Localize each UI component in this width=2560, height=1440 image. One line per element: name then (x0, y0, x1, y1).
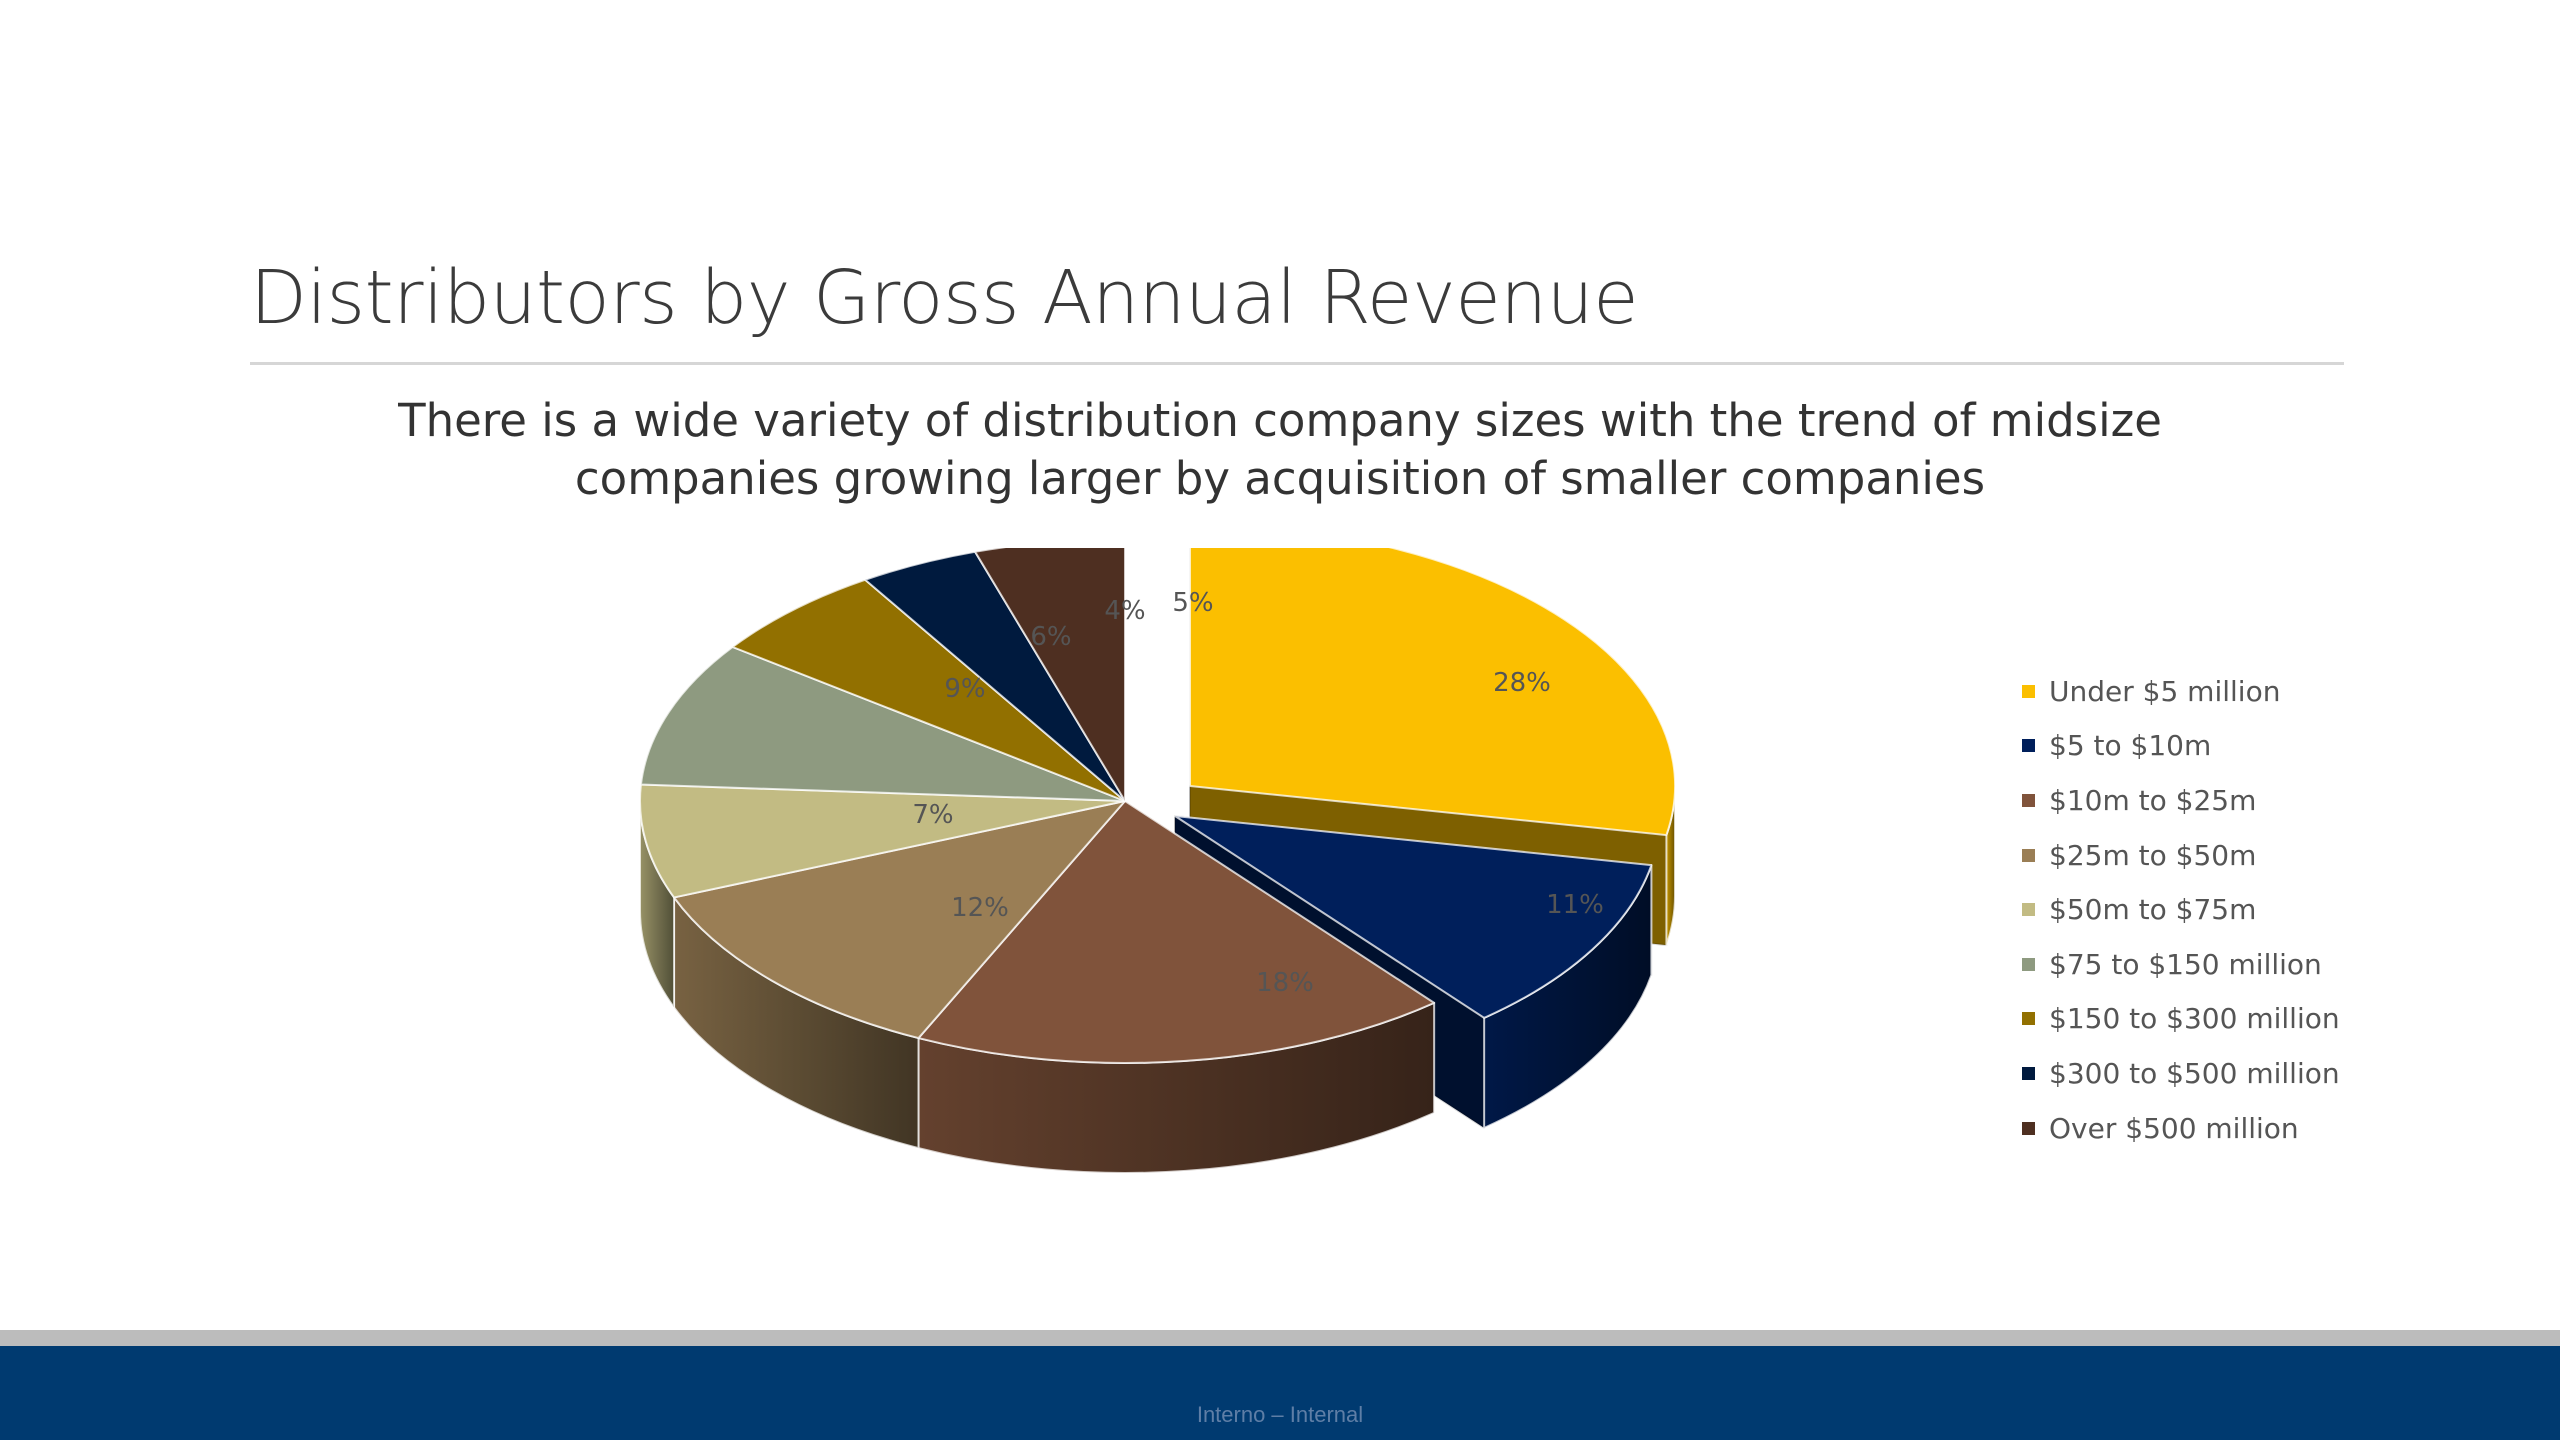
pie-chart-svg: 28% 11% 18% 12% 7% 9% 6% 4% 5% (639, 523, 1676, 1174)
pie-chart: 28% 11% 18% 12% 7% 9% 6% 4% 5% (560, 523, 1760, 1248)
subtitle-line-1: There is a wide variety of distribution … (398, 394, 2162, 447)
legend-label: $25m to $50m (2049, 838, 2257, 872)
legend-label: $50m to $75m (2049, 893, 2257, 927)
data-label-under-5-million: 28% (1493, 668, 1551, 698)
pie-slice-5-to-10m (1174, 815, 1653, 1019)
legend-swatch (2022, 1121, 2035, 1135)
subtitle-line-2: companies growing larger by acquisition … (574, 452, 1986, 505)
legend-swatch (2022, 903, 2035, 917)
pie-slice-25m-to-50m (673, 800, 1126, 1040)
legend-swatch (2022, 957, 2035, 971)
data-label-over-500-million: 5% (1172, 588, 1213, 618)
legend-item-300-to-500-million: $300 to $500 million (2022, 1046, 2340, 1101)
slide-title: Distributors by Gross Annual Revenue (250, 255, 1639, 341)
data-label-150-to-300-million: 6% (1030, 622, 1071, 652)
pie-slice-150-to-300-million (731, 578, 1126, 802)
legend-swatch (2022, 793, 2035, 807)
legend-swatch (2022, 848, 2035, 862)
data-label-25m-to-50m: 12% (951, 893, 1009, 923)
legend-item-under-5-million: Under $5 million (2022, 664, 2340, 719)
slide-subtitle: There is a wide variety of distribution … (250, 392, 2310, 508)
legend-item-5-to-10m: $5 to $10m (2022, 719, 2340, 774)
footer-strip (0, 1330, 2560, 1346)
legend-item-75-to-150-million: $75 to $150 million (2022, 937, 2340, 992)
legend-swatch (2022, 1012, 2035, 1026)
legend-item-25m-to-50m: $25m to $50m (2022, 828, 2340, 883)
legend-label: Over $500 million (2049, 1111, 2299, 1145)
legend-item-150-to-300-million: $150 to $300 million (2022, 992, 2340, 1047)
legend-label: Under $5 million (2049, 674, 2281, 708)
legend-item-10m-to-25m: $10m to $25m (2022, 773, 2340, 828)
data-label-50m-to-75m: 7% (912, 800, 953, 830)
pie-slice-50m-to-75m (639, 783, 1126, 899)
legend-swatch (2022, 739, 2035, 753)
legend-item-over-500-million: Over $500 million (2022, 1101, 2340, 1156)
legend-label: $10m to $25m (2049, 783, 2257, 817)
data-label-5-to-10m: 11% (1546, 890, 1604, 920)
legend-item-50m-to-75m: $50m to $75m (2022, 882, 2340, 937)
legend-label: $150 to $300 million (2049, 1002, 2340, 1036)
data-label-10m-to-25m: 18% (1256, 968, 1314, 998)
legend-label: $75 to $150 million (2049, 947, 2322, 981)
chart-legend: Under $5 million $5 to $10m $10m to $25m $2… (2022, 664, 2340, 1155)
legend-swatch (2022, 684, 2035, 698)
legend-label: $5 to $10m (2049, 729, 2212, 763)
data-label-75-to-150-million: 9% (944, 674, 985, 704)
footer-classification: Interno – Internal (1196, 1402, 1364, 1427)
data-label-300-to-500-million: 4% (1104, 596, 1145, 626)
footer-bar (0, 1346, 2560, 1440)
legend-swatch (2022, 1066, 2035, 1080)
pie-slice-10m-to-25m (917, 800, 1436, 1064)
title-divider (250, 362, 2344, 365)
pie-slice-under-5-million (1189, 523, 1676, 837)
pie-slice-75-to-150-million (639, 646, 1126, 802)
legend-label: $300 to $500 million (2049, 1056, 2340, 1090)
